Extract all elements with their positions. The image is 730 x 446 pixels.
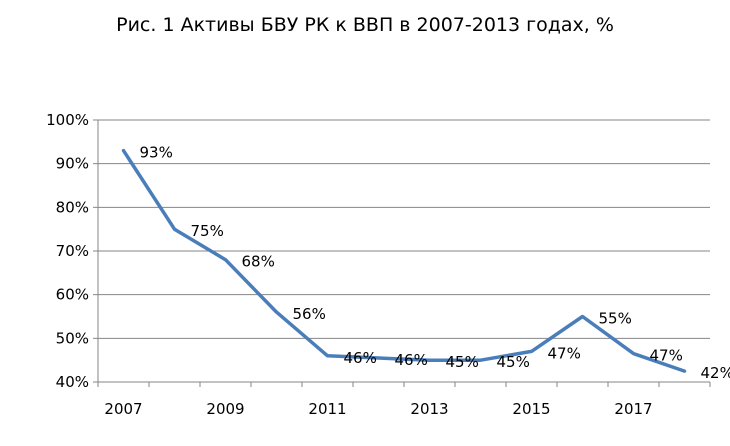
x-tick-label: 2013 xyxy=(410,400,448,418)
y-tick-label: 90% xyxy=(56,155,89,173)
x-tick-label: 2007 xyxy=(104,400,142,418)
series xyxy=(121,148,687,373)
x-tick-label: 2015 xyxy=(512,400,550,418)
data-label: 47% xyxy=(650,347,683,365)
x-tick-labels: 2007 2009 2011 2013 2015 2017 xyxy=(104,400,652,418)
data-label: 46% xyxy=(395,351,428,369)
data-label: 45% xyxy=(497,353,530,371)
y-tick-label: 60% xyxy=(56,286,89,304)
data-labels: 93% 75% 68% 56% 46% 46% 45% 45% 47% 55% 47% 42% xyxy=(140,144,730,383)
x-tick-label: 2011 xyxy=(308,400,346,418)
y-tick-label: 80% xyxy=(56,198,89,216)
series-line xyxy=(121,148,687,373)
y-tick-labels: 40% 50% 60% 70% 80% 90% 100% xyxy=(46,111,89,391)
data-label: 47% xyxy=(548,344,581,362)
y-tick-label: 70% xyxy=(56,242,89,260)
y-tick-label: 100% xyxy=(46,111,89,129)
data-label: 68% xyxy=(242,253,275,271)
chart-title: Рис. 1 Активы БВУ РК к ВВП в 2007-2013 г… xyxy=(116,14,614,36)
data-label: 42% xyxy=(701,364,730,382)
data-label: 46% xyxy=(344,349,377,367)
y-tick-label: 50% xyxy=(56,329,89,347)
x-tick-label: 2009 xyxy=(206,400,244,418)
data-label: 75% xyxy=(191,222,224,240)
data-label: 56% xyxy=(293,305,326,323)
axes xyxy=(93,119,711,387)
data-label: 55% xyxy=(599,310,632,328)
x-tick-label: 2017 xyxy=(614,400,652,418)
y-tick-label: 40% xyxy=(56,373,89,391)
gridlines xyxy=(98,119,710,339)
data-label: 93% xyxy=(140,144,173,162)
data-label: 45% xyxy=(446,353,479,371)
